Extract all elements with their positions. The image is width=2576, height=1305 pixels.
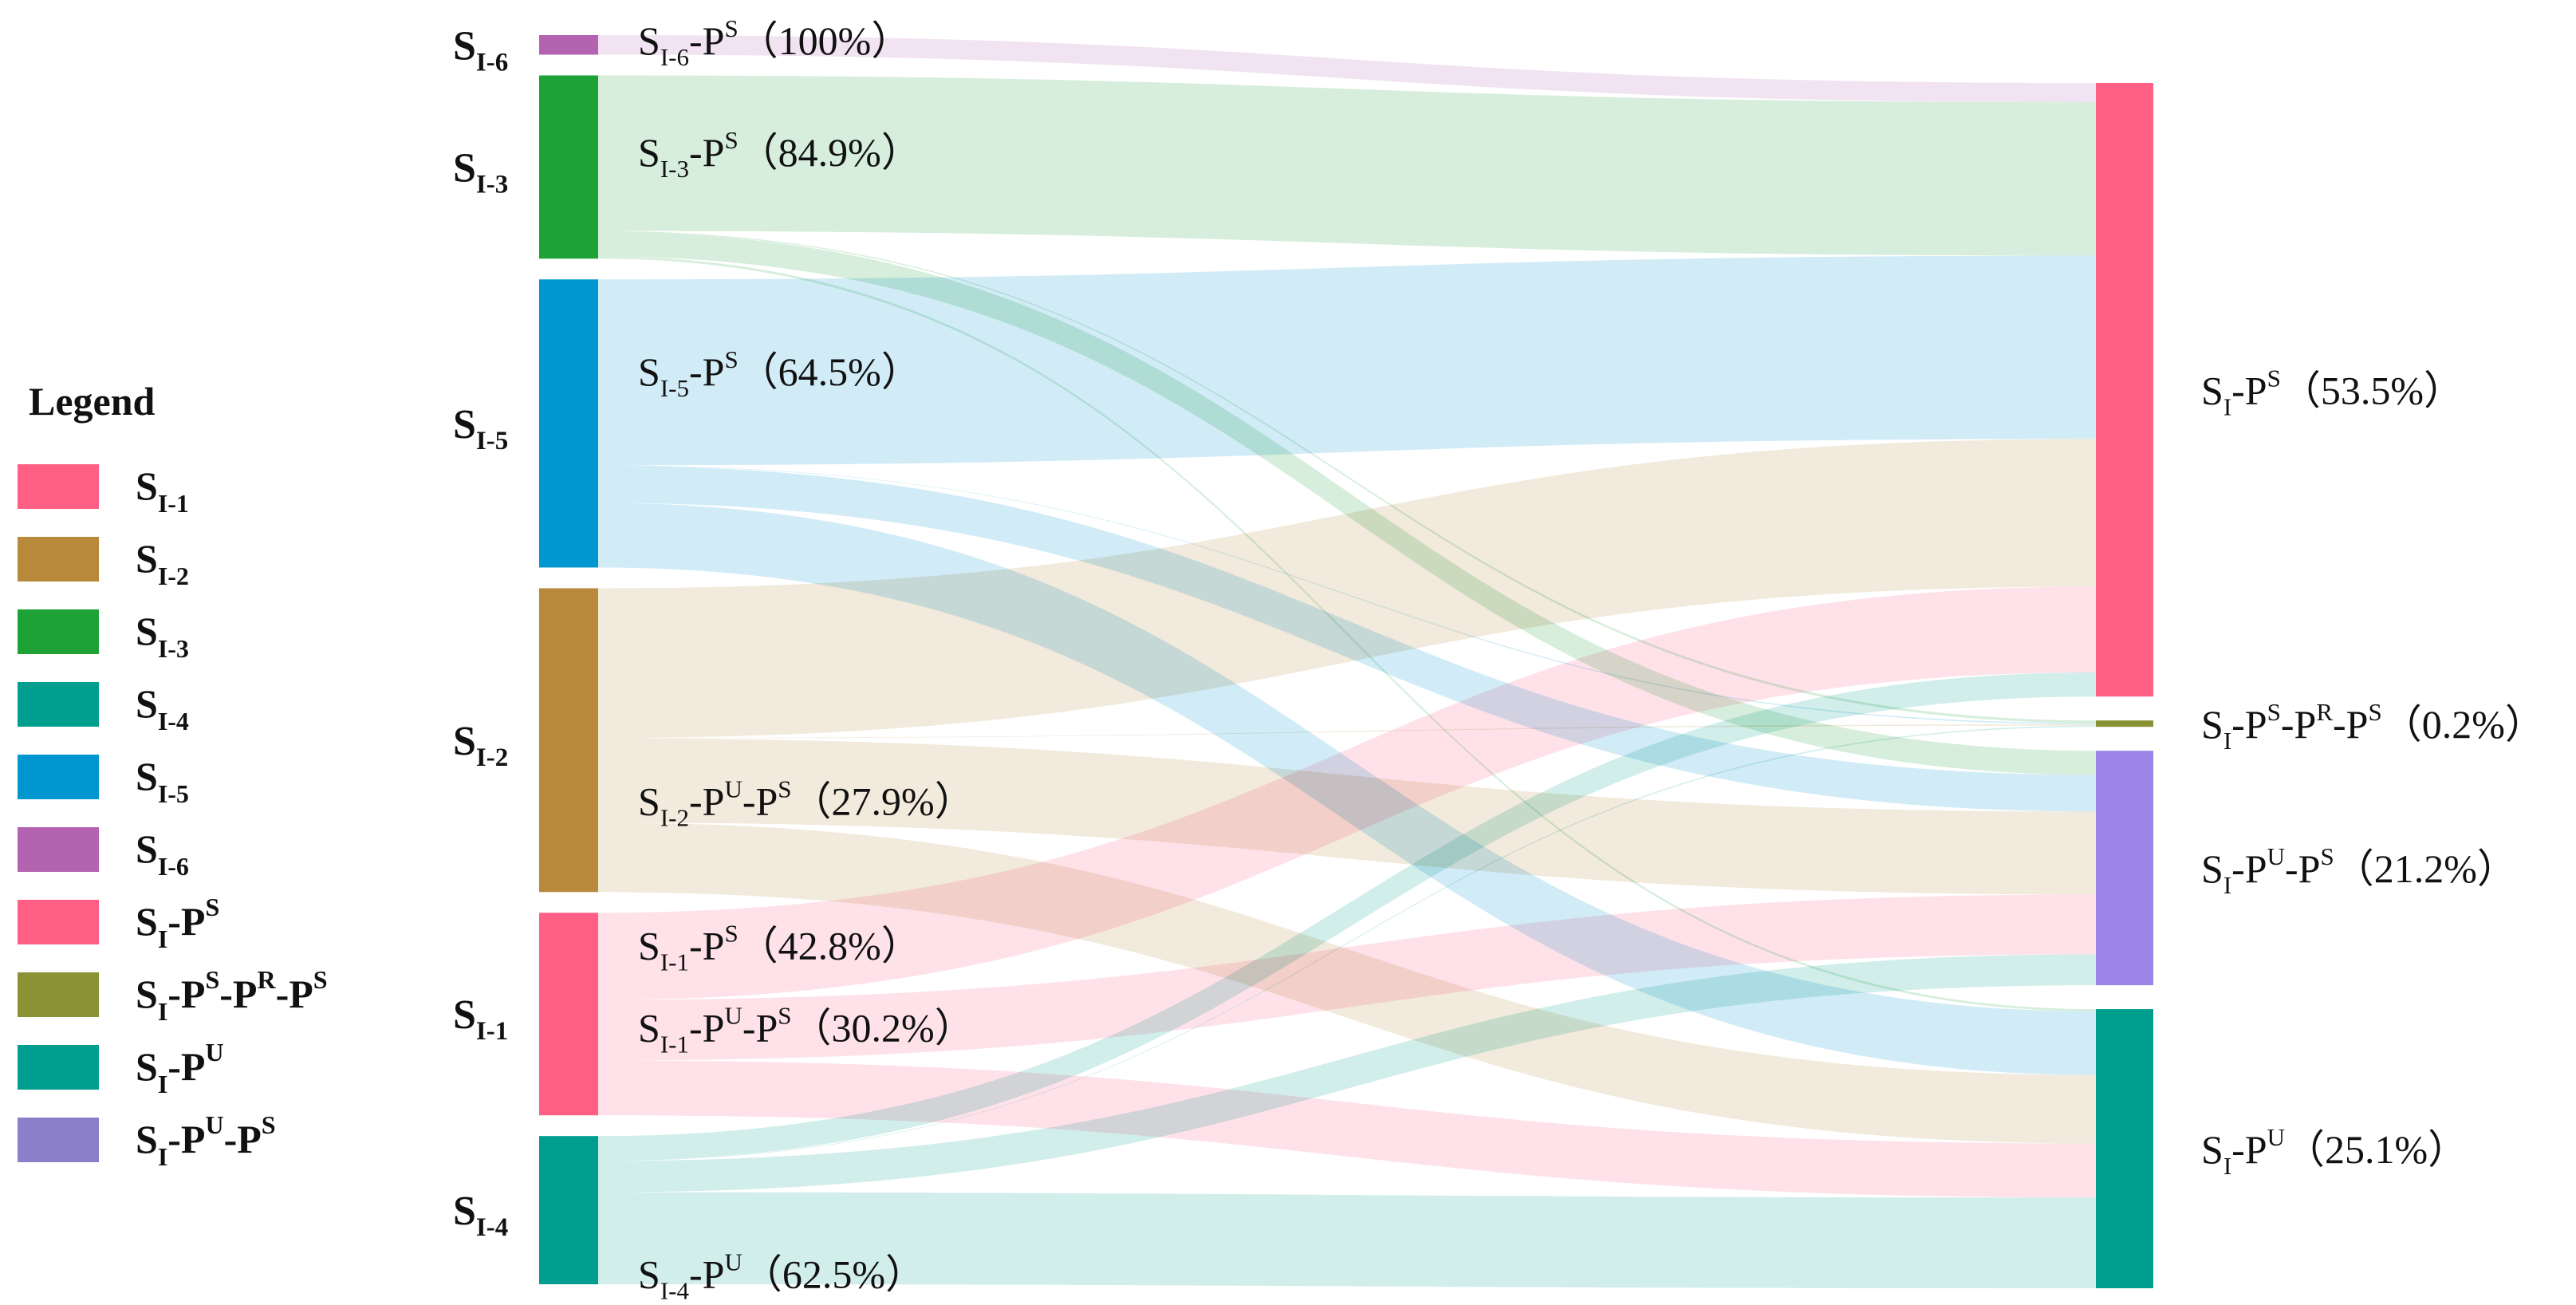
flow-label-i-6-ps: SI-6-PS（100%）	[638, 14, 911, 71]
source-label-i-1: SI-1	[453, 992, 508, 1046]
source-label-i-2: SI-2	[453, 719, 508, 772]
link-i-6-to-ps	[598, 35, 2096, 103]
flow-label-i-1-pups: SI-1-PU-PS（30.2%）	[638, 1001, 975, 1058]
legend-swatch-i-p-s-p-r-p-s-	[18, 972, 99, 1017]
source-node-i-4	[539, 1136, 598, 1284]
link-i-4-to-psprps	[598, 725, 2096, 1161]
flow-label-i-5-ps: SI-5-PS（64.5%）	[638, 345, 921, 402]
source-node-i-6	[539, 35, 598, 55]
flow-label-i-3-ps: SI-3-PS（84.9%）	[638, 126, 921, 183]
legend-swatch-i-4	[18, 682, 99, 727]
flow-label-i-4-pu: SI-4-PU（62.5%）	[638, 1248, 925, 1305]
legend-title: Legend	[29, 379, 156, 424]
legend-swatch-i-p-u-p-s-	[18, 1118, 99, 1162]
legend-label-i-p-u-p-s-: SI-PU-PS	[136, 1110, 276, 1171]
labels-layer: SI-6 SI-3 SI-5 SI-2 SI-1 SI-4 SI-PS（53.5%） SI-P…	[453, 14, 2545, 1305]
source-label-i-3: SI-3	[453, 145, 508, 199]
link-i-4-to-pups	[598, 954, 2096, 1193]
source-label-i-4: SI-4	[453, 1189, 508, 1242]
target-label-psprps: SI-PS-PR-PS（0.2%）	[2201, 698, 2545, 755]
legend-swatch-i-p-u-	[18, 1045, 99, 1090]
legend-label-i-p-s-p-r-p-s-: SI-PS-PR-PS	[136, 965, 328, 1026]
link-i-3-to-pups	[598, 231, 2096, 775]
links-layer	[598, 35, 2096, 1288]
legend-swatch-i-3	[18, 609, 99, 654]
source-node-i-5	[539, 279, 598, 568]
target-label-pu: SI-PU（25.1%）	[2201, 1123, 2468, 1180]
legend-label-i-6: SI-6	[136, 826, 189, 881]
source-node-i-3	[539, 75, 598, 259]
legend-label-i-4: SI-4	[136, 681, 189, 735]
source-label-i-5: SI-5	[453, 402, 508, 455]
legend-swatch-i-2	[18, 537, 99, 582]
legend-label-i-2: SI-2	[136, 536, 189, 590]
link-i-3-to-psprps	[598, 231, 2096, 723]
target-node-pups	[2096, 751, 2153, 986]
legend-swatch-i-5	[18, 755, 99, 799]
flow-label-i-1-ps: SI-1-PS（42.8%）	[638, 919, 921, 976]
link-i-2-to-psprps	[598, 723, 2096, 739]
target-node-ps	[2096, 83, 2153, 697]
target-label-ps: SI-PS（53.5%）	[2201, 365, 2464, 421]
link-i-3-to-ps	[598, 75, 2096, 256]
target-node-pu	[2096, 1009, 2153, 1288]
target-node-psprps	[2096, 720, 2153, 727]
legend-label-i-p-u-: SI-PU	[136, 1038, 224, 1098]
legend-label-i-1: SI-1	[136, 463, 189, 518]
flow-label-i-2-pups: SI-2-PU-PS（27.9%）	[638, 775, 975, 832]
legend-label-i-5: SI-5	[136, 754, 189, 808]
link-i-1-to-ps	[598, 586, 2096, 1000]
legend-label-i-p-s-: SI-PS	[136, 893, 219, 953]
source-node-i-2	[539, 588, 598, 893]
legend-swatch-i-p-s-	[18, 900, 99, 944]
link-i-5-to-ps	[598, 255, 2096, 466]
legend: Legend SI-1 SI-2 SI-3 SI-4 SI-5 SI-6 SI-PS SI-PS…	[18, 379, 328, 1171]
legend-swatch-i-6	[18, 827, 99, 872]
source-node-i-1	[539, 913, 598, 1116]
link-i-1-to-pups	[598, 894, 2096, 1061]
link-i-4-to-pu	[598, 1192, 2096, 1288]
link-i-4-to-ps	[598, 672, 2096, 1161]
nodes-layer	[539, 35, 2153, 1288]
target-label-pups: SI-PU-PS（21.2%）	[2201, 842, 2517, 899]
legend-swatch-i-1	[18, 464, 99, 509]
source-label-i-6: SI-6	[453, 23, 508, 77]
link-i-2-to-ps	[598, 439, 2096, 739]
legend-label-i-3: SI-3	[136, 609, 189, 663]
